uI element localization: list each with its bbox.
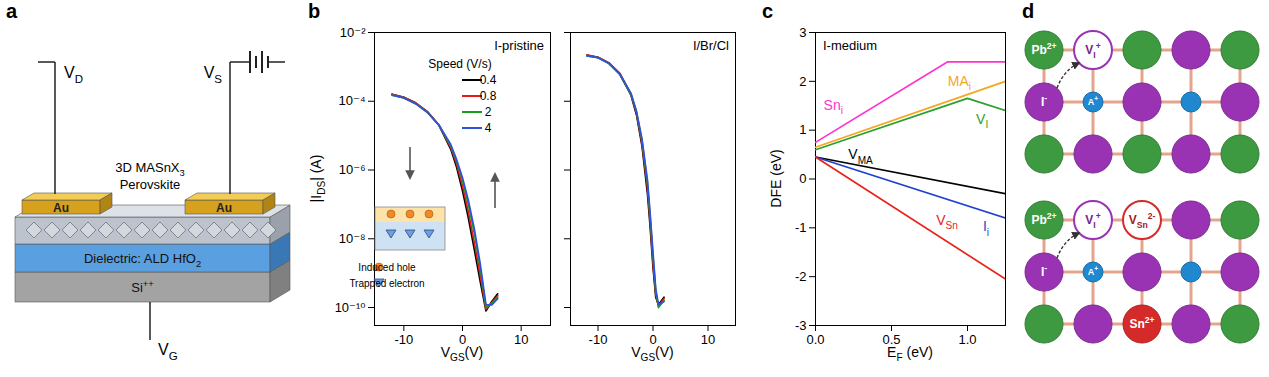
svg-text:VI: VI bbox=[976, 111, 988, 130]
svg-text:Au: Au bbox=[216, 201, 232, 215]
svg-text:I-medium: I-medium bbox=[823, 38, 877, 53]
svg-text:Ii: Ii bbox=[983, 218, 989, 237]
svg-text:3D MASnX3: 3D MASnX3 bbox=[115, 160, 185, 178]
svg-text:Speed (V/s): Speed (V/s) bbox=[428, 57, 491, 71]
svg-text:I-pristine: I-pristine bbox=[494, 38, 544, 53]
svg-text:VSn: VSn bbox=[936, 212, 958, 231]
html-text:a: a bbox=[6, 0, 18, 22]
svg-text:10: 10 bbox=[701, 332, 715, 347]
svg-text:4: 4 bbox=[485, 121, 492, 135]
svg-text:|IDS| (A): |IDS| (A) bbox=[308, 155, 327, 203]
svg-text:-10: -10 bbox=[589, 332, 608, 347]
svg-text:0.5: 0.5 bbox=[882, 331, 901, 347]
svg-text:Dielectric: ALD HfO2: Dielectric: ALD HfO2 bbox=[84, 251, 201, 269]
svg-text:VSn2-: VSn2- bbox=[1129, 211, 1156, 230]
svg-text:10⁻¹⁰: 10⁻¹⁰ bbox=[335, 300, 366, 315]
svg-text:3: 3 bbox=[799, 25, 806, 40]
svg-text:Pb2+: Pb2+ bbox=[1031, 211, 1056, 227]
svg-text:VS: VS bbox=[204, 64, 223, 85]
svg-text:VGS(V): VGS(V) bbox=[441, 344, 484, 363]
svg-text:VD: VD bbox=[64, 64, 83, 85]
svg-text:1.0: 1.0 bbox=[958, 332, 976, 347]
svg-text:Sn2+: Sn2+ bbox=[1129, 315, 1154, 331]
svg-text:Si++: Si++ bbox=[131, 279, 153, 295]
svg-text:0.8: 0.8 bbox=[480, 89, 497, 103]
svg-text:10⁻⁶: 10⁻⁶ bbox=[339, 162, 366, 177]
svg-text:0: 0 bbox=[799, 171, 806, 186]
svg-text:I-: I- bbox=[1041, 263, 1047, 279]
svg-text:10⁻⁸: 10⁻⁸ bbox=[339, 231, 366, 246]
svg-text:Trapped electron: Trapped electron bbox=[349, 278, 424, 289]
svg-text:EF (eV): EF (eV) bbox=[887, 344, 933, 363]
html-text:b: b bbox=[308, 0, 321, 22]
svg-text:10: 10 bbox=[514, 332, 528, 347]
svg-text:Perovskite: Perovskite bbox=[120, 177, 181, 192]
svg-text:I/Br/Cl: I/Br/Cl bbox=[693, 38, 729, 53]
svg-text:VI+: VI+ bbox=[1085, 211, 1100, 230]
svg-text:VMA: VMA bbox=[848, 146, 873, 165]
svg-text:-3: -3 bbox=[795, 318, 807, 333]
svg-text:Sni: Sni bbox=[824, 97, 843, 116]
svg-text:2: 2 bbox=[485, 105, 492, 119]
svg-text:Au: Au bbox=[53, 201, 69, 215]
svg-text:10⁻⁴: 10⁻⁴ bbox=[339, 93, 366, 108]
svg-text:-2: -2 bbox=[795, 269, 807, 284]
svg-text:2: 2 bbox=[799, 73, 806, 88]
svg-text:VGS(V): VGS(V) bbox=[631, 344, 674, 363]
svg-text:I-: I- bbox=[1041, 93, 1047, 109]
svg-text:MAi: MAi bbox=[948, 73, 971, 92]
svg-text:0: 0 bbox=[458, 331, 467, 347]
svg-text:A+: A+ bbox=[1088, 95, 1099, 107]
svg-text:-1: -1 bbox=[795, 220, 807, 235]
svg-text:0: 0 bbox=[649, 331, 657, 347]
html-text:d: d bbox=[1022, 0, 1035, 22]
svg-text:1: 1 bbox=[799, 122, 806, 137]
svg-text:DFE (eV): DFE (eV) bbox=[768, 149, 784, 207]
svg-text:0.0: 0.0 bbox=[806, 332, 824, 347]
svg-text:0.4: 0.4 bbox=[480, 73, 497, 87]
html-text:c: c bbox=[762, 0, 774, 22]
svg-text:VG: VG bbox=[158, 341, 178, 362]
svg-text:-10: -10 bbox=[394, 332, 413, 347]
svg-text:10⁻²: 10⁻² bbox=[340, 25, 366, 40]
svg-text:A+: A+ bbox=[1088, 265, 1099, 277]
svg-text:Induced hole: Induced hole bbox=[358, 262, 416, 273]
svg-text:VI+: VI+ bbox=[1085, 41, 1100, 60]
svg-text:Pb2+: Pb2+ bbox=[1031, 41, 1056, 57]
